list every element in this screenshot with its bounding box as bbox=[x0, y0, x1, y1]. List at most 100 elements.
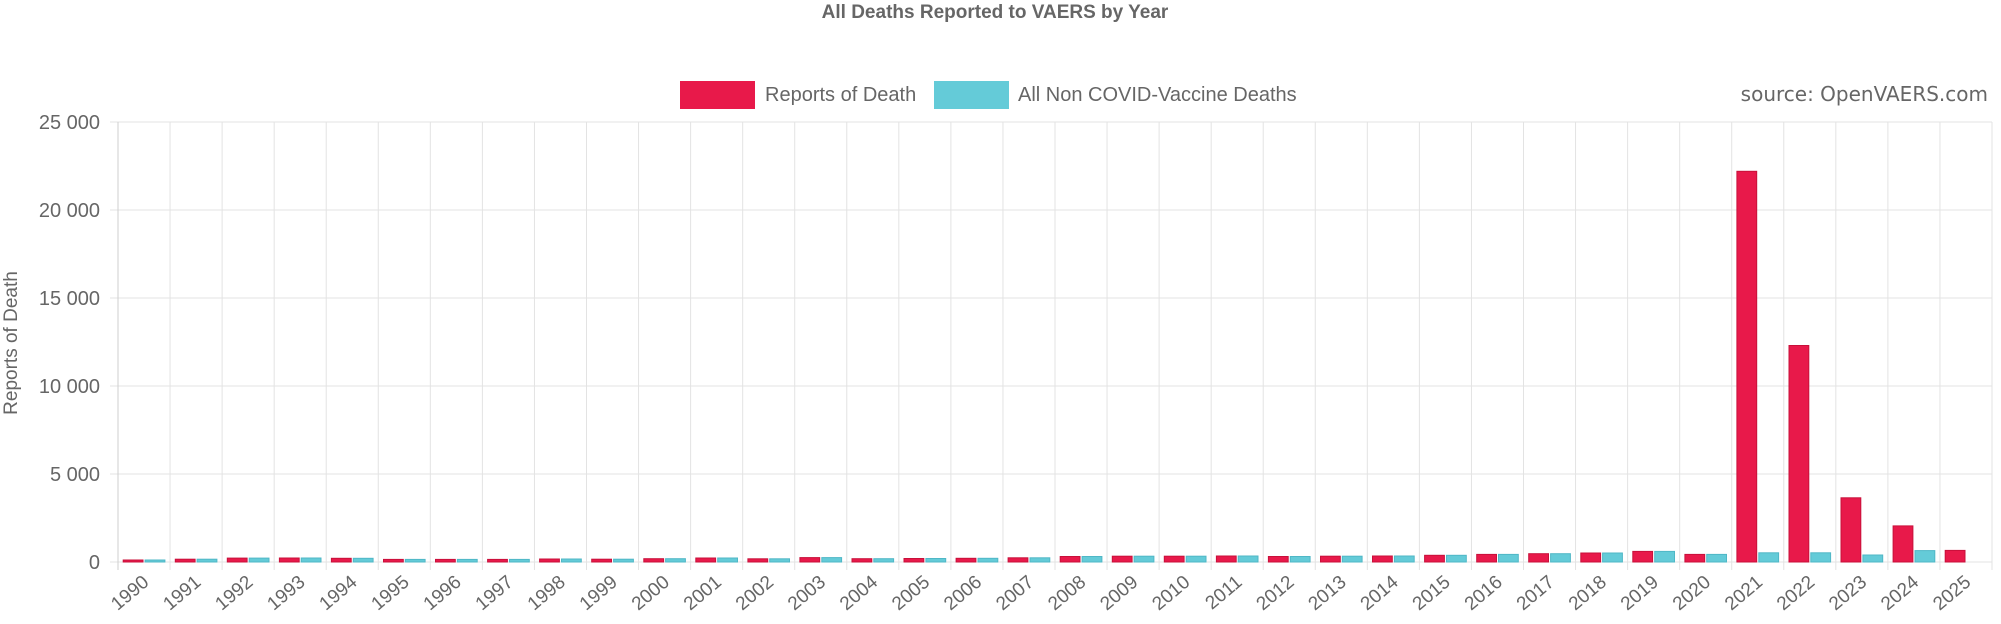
bar-reports-of-death-1993[interactable] bbox=[278, 557, 300, 563]
bar-non-covid-deaths-1991[interactable] bbox=[196, 558, 218, 563]
bar-non-covid-deaths-1998[interactable] bbox=[561, 558, 582, 563]
bar-reports-of-death-2007[interactable] bbox=[1007, 557, 1029, 563]
bar-reports-of-death-2008[interactable] bbox=[1059, 556, 1081, 563]
x-tick-label: 2021 bbox=[1721, 572, 1767, 615]
y-tick-label: 10 000 bbox=[39, 376, 100, 398]
bar-reports-of-death-2009[interactable] bbox=[1111, 555, 1133, 563]
bar-reports-of-death-1990[interactable] bbox=[122, 559, 144, 563]
bar-non-covid-deaths-2018[interactable] bbox=[1602, 552, 1623, 563]
x-tick-label: 2001 bbox=[680, 572, 726, 615]
bar-non-covid-deaths-2021[interactable] bbox=[1758, 552, 1780, 563]
bar-reports-of-death-1996[interactable] bbox=[435, 558, 456, 563]
bar-non-covid-deaths-1993[interactable] bbox=[300, 557, 322, 563]
bar-non-covid-deaths-1995[interactable] bbox=[404, 558, 426, 563]
bar-non-covid-deaths-2010[interactable] bbox=[1185, 555, 1207, 563]
bar-non-covid-deaths-1990[interactable] bbox=[144, 559, 166, 563]
bar-non-covid-deaths-2017[interactable] bbox=[1550, 553, 1571, 563]
bar-reports-of-death-2006[interactable] bbox=[955, 557, 977, 563]
bar-reports-of-death-2005[interactable] bbox=[903, 558, 925, 563]
bar-non-covid-deaths-2019[interactable] bbox=[1654, 550, 1675, 563]
x-tick-label: 2019 bbox=[1617, 572, 1663, 615]
bar-non-covid-deaths-2023[interactable] bbox=[1862, 554, 1884, 563]
bar-non-covid-deaths-2000[interactable] bbox=[665, 558, 686, 563]
bar-non-covid-deaths-2015[interactable] bbox=[1446, 554, 1467, 563]
bar-non-covid-deaths-1992[interactable] bbox=[248, 557, 270, 563]
bar-non-covid-deaths-2012[interactable] bbox=[1289, 556, 1311, 563]
bar-non-covid-deaths-2013[interactable] bbox=[1341, 555, 1363, 563]
x-tick-label: 2000 bbox=[628, 572, 674, 615]
bar-non-covid-deaths-2002[interactable] bbox=[769, 558, 791, 563]
bar-non-covid-deaths-2005[interactable] bbox=[925, 558, 947, 563]
x-tick-label: 2018 bbox=[1565, 572, 1611, 615]
bar-non-covid-deaths-2008[interactable] bbox=[1081, 556, 1103, 563]
bar-reports-of-death-2002[interactable] bbox=[747, 558, 769, 563]
bar-reports-of-death-2021[interactable] bbox=[1736, 170, 1758, 563]
bar-reports-of-death-2004[interactable] bbox=[851, 558, 873, 563]
bar-reports-of-death-1994[interactable] bbox=[330, 557, 352, 563]
bar-reports-of-death-2023[interactable] bbox=[1840, 497, 1862, 563]
bar-reports-of-death-2013[interactable] bbox=[1320, 555, 1341, 563]
legend-label-reports-of-death[interactable]: Reports of Death bbox=[765, 84, 916, 106]
legend-label-non-covid-deaths[interactable]: All Non COVID-Vaccine Deaths bbox=[1018, 84, 1297, 106]
bar-non-covid-deaths-2006[interactable] bbox=[977, 557, 999, 563]
bar-reports-of-death-2011[interactable] bbox=[1215, 555, 1237, 563]
legend: Reports of Death All Non COVID-Vaccine D… bbox=[680, 81, 1297, 109]
bar-reports-of-death-2000[interactable] bbox=[643, 558, 665, 563]
bar-non-covid-deaths-2009[interactable] bbox=[1133, 555, 1155, 563]
bar-reports-of-death-1992[interactable] bbox=[226, 557, 248, 563]
bar-reports-of-death-2015[interactable] bbox=[1424, 554, 1445, 563]
x-tick-label: 2007 bbox=[992, 572, 1038, 615]
bar-non-covid-deaths-2004[interactable] bbox=[873, 558, 895, 563]
bar-reports-of-death-1995[interactable] bbox=[383, 558, 404, 563]
bar-reports-of-death-2003[interactable] bbox=[799, 557, 821, 563]
bar-reports-of-death-2022[interactable] bbox=[1788, 345, 1810, 563]
x-tick-label: 1992 bbox=[211, 572, 257, 615]
bar-non-covid-deaths-1996[interactable] bbox=[456, 558, 478, 563]
bar-non-covid-deaths-2016[interactable] bbox=[1498, 553, 1519, 563]
legend-swatch-non-covid-deaths[interactable] bbox=[934, 81, 1009, 109]
x-tick-label: 1991 bbox=[159, 572, 205, 615]
bar-non-covid-deaths-1997[interactable] bbox=[509, 558, 530, 563]
bar-non-covid-deaths-2011[interactable] bbox=[1237, 555, 1259, 563]
bar-non-covid-deaths-2007[interactable] bbox=[1029, 557, 1051, 563]
x-tick-label: 1998 bbox=[524, 572, 570, 615]
bar-reports-of-death-2012[interactable] bbox=[1267, 556, 1289, 563]
bar-reports-of-death-2010[interactable] bbox=[1163, 555, 1185, 563]
x-tick-label: 1990 bbox=[107, 572, 153, 615]
bar-reports-of-death-2018[interactable] bbox=[1580, 552, 1602, 563]
bar-non-covid-deaths-1994[interactable] bbox=[352, 557, 374, 563]
bar-reports-of-death-2020[interactable] bbox=[1684, 553, 1706, 563]
bar-non-covid-deaths-2014[interactable] bbox=[1393, 555, 1415, 563]
y-tick-labels: 0 5 000 10 000 15 000 20 000 25 000 bbox=[39, 112, 100, 574]
x-tick-label: 1996 bbox=[420, 572, 466, 615]
bar-non-covid-deaths-2022[interactable] bbox=[1810, 552, 1832, 563]
bar-reports-of-death-2024[interactable] bbox=[1892, 525, 1914, 563]
bar-reports-of-death-2001[interactable] bbox=[695, 557, 717, 563]
bar-reports-of-death-1999[interactable] bbox=[591, 558, 613, 563]
bar-reports-of-death-2025[interactable] bbox=[1944, 549, 1966, 563]
bar-reports-of-death-2017[interactable] bbox=[1528, 553, 1549, 563]
bars bbox=[122, 170, 1966, 563]
x-tick-label: 2017 bbox=[1513, 572, 1559, 615]
y-tick-label: 20 000 bbox=[39, 200, 100, 222]
bar-non-covid-deaths-2003[interactable] bbox=[821, 557, 843, 563]
bar-reports-of-death-1997[interactable] bbox=[487, 558, 508, 563]
bar-non-covid-deaths-2020[interactable] bbox=[1706, 553, 1727, 563]
bar-reports-of-death-1991[interactable] bbox=[174, 558, 196, 563]
x-tick-label: 1994 bbox=[316, 571, 362, 615]
x-tick-label: 2011 bbox=[1202, 572, 1247, 614]
x-tick-label: 2004 bbox=[836, 571, 882, 615]
bar-reports-of-death-2019[interactable] bbox=[1632, 550, 1654, 563]
x-tick-label: 2009 bbox=[1096, 572, 1142, 615]
bar-reports-of-death-2016[interactable] bbox=[1476, 553, 1497, 563]
bar-reports-of-death-2014[interactable] bbox=[1372, 555, 1393, 563]
x-tick-label: 1993 bbox=[264, 572, 310, 615]
bar-non-covid-deaths-1999[interactable] bbox=[613, 558, 634, 563]
legend-swatch-reports-of-death[interactable] bbox=[680, 81, 755, 109]
bar-non-covid-deaths-2001[interactable] bbox=[717, 557, 739, 563]
bar-non-covid-deaths-2024[interactable] bbox=[1914, 550, 1936, 563]
bar-reports-of-death-1998[interactable] bbox=[539, 558, 560, 563]
y-axis-label: Reports of Death bbox=[1, 271, 22, 415]
x-tick-label: 2024 bbox=[1877, 571, 1923, 615]
